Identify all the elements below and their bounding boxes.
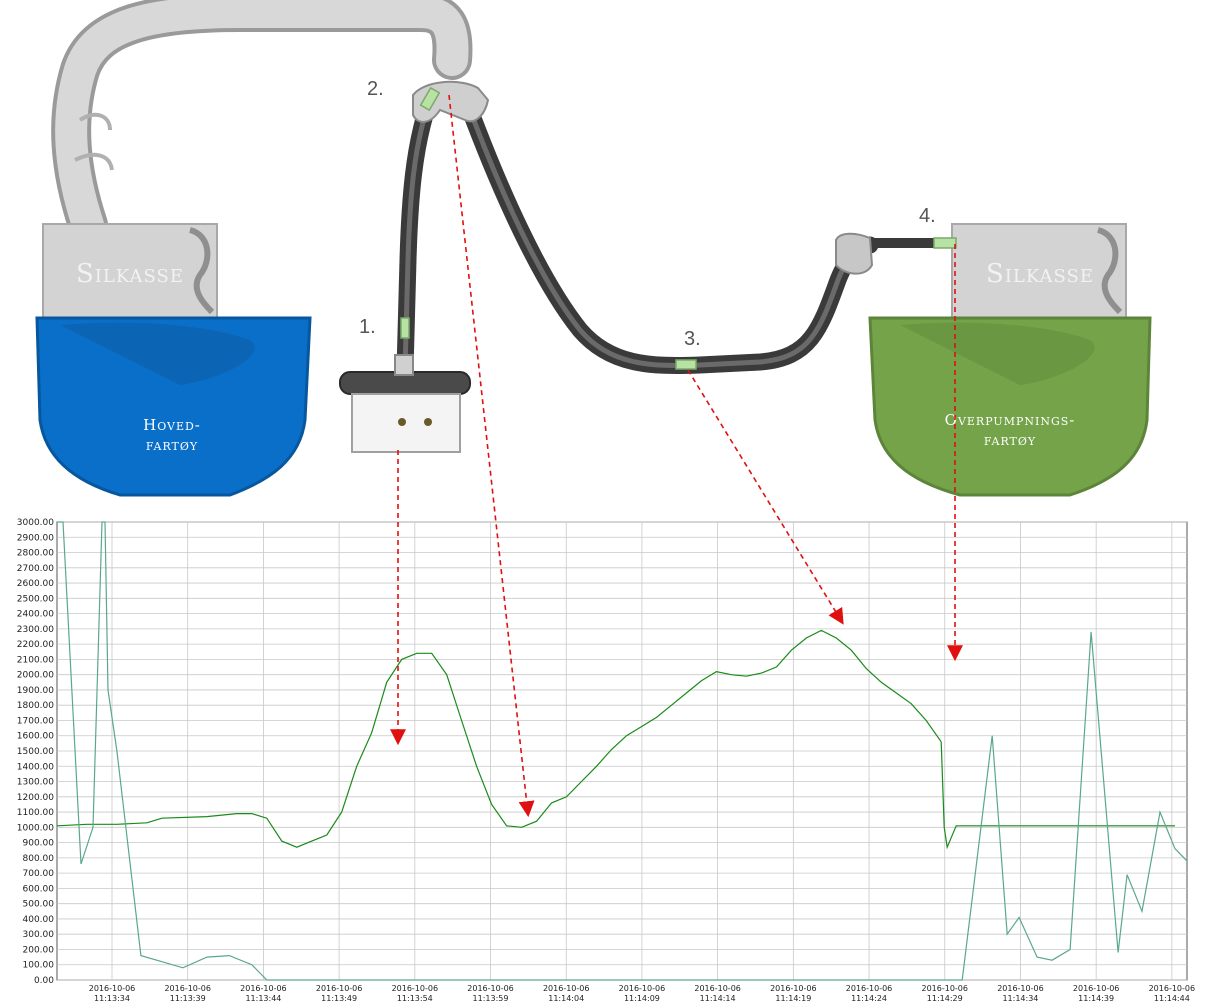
y-tick-label: 200.00	[23, 945, 55, 955]
x-tick-date: 2016-10-06	[1073, 984, 1120, 993]
y-tick-label: 2300.00	[17, 625, 54, 635]
series-line-0	[56, 629, 942, 848]
y-tick-label: 2200.00	[17, 640, 54, 650]
arrow-2	[448, 94, 535, 818]
x-tick-time: 11:14:24	[851, 994, 887, 1003]
sensor-2	[419, 86, 441, 112]
y-tick-label: 0.00	[34, 976, 54, 986]
x-tick-time: 11:13:44	[245, 994, 281, 1003]
silkasse-label-right: Silkasse	[986, 259, 1094, 289]
x-tick-time: 11:14:19	[775, 994, 811, 1003]
y-tick-label: 1300.00	[17, 778, 54, 788]
arrows	[390, 94, 963, 818]
chart-plot-area	[56, 521, 1188, 981]
marker-3: 3.	[684, 328, 701, 350]
series-line-2	[57, 521, 942, 981]
x-tick-time: 11:14:44	[1154, 994, 1190, 1003]
y-tick-label: 100.00	[23, 961, 55, 971]
x-tick-date: 2016-10-06	[316, 984, 363, 993]
vessel-right-label-line1: Overpumpnings-	[945, 411, 1076, 429]
x-tick-date: 2016-10-06	[89, 984, 136, 993]
x-tick-date: 2016-10-06	[694, 984, 741, 993]
y-tick-label: 700.00	[23, 869, 55, 879]
sensor-1	[400, 317, 410, 339]
y-tick-label: 2500.00	[17, 594, 54, 604]
vessel-left: Hoved- fartøy	[35, 316, 312, 497]
y-tick-label: 3000.00	[17, 518, 54, 528]
arrow-3	[687, 369, 844, 625]
y-tick-label: 1200.00	[17, 793, 54, 803]
x-tick-time: 11:14:09	[624, 994, 660, 1003]
silkasse-label-left: Silkasse	[76, 259, 184, 289]
y-tick-label: 1900.00	[17, 686, 54, 696]
y-tick-label: 2700.00	[17, 564, 54, 574]
x-tick-date: 2016-10-06	[467, 984, 514, 993]
y-tick-label: 2900.00	[17, 533, 54, 543]
series-line-3	[941, 631, 1188, 981]
y-tick-label: 1000.00	[17, 823, 54, 833]
y-tick-label: 1500.00	[17, 747, 54, 757]
vessel-right-label-line2: fartøy	[984, 431, 1036, 449]
y-tick-label: 1400.00	[17, 762, 54, 772]
x-tick-time: 11:14:39	[1078, 994, 1114, 1003]
y-tick-label: 2400.00	[17, 610, 54, 620]
x-tick-date: 2016-10-06	[392, 984, 439, 993]
hose	[396, 80, 955, 379]
y-tick-label: 1600.00	[17, 732, 54, 742]
vessel-right: Overpumpnings- fartøy	[868, 316, 1152, 497]
silkasse-box-left: Silkasse	[42, 223, 218, 319]
vessel-left-label-line2: fartøy	[146, 436, 198, 454]
vessel-left-label-line1: Hoved-	[143, 416, 201, 434]
y-tick-label: 600.00	[23, 884, 55, 894]
subsea-unit	[339, 354, 471, 453]
y-tick-label: 800.00	[23, 854, 55, 864]
chart-axis-ticks: 3000.00 2900.00 2800.00 2700.00 2600.00 2500.…	[17, 518, 1195, 1003]
x-tick-date: 2016-10-06	[921, 984, 968, 993]
y-tick-label: 1800.00	[17, 701, 54, 711]
x-tick-time: 11:13:49	[321, 994, 357, 1003]
x-tick-date: 2016-10-06	[997, 984, 1044, 993]
marker-2: 2.	[367, 78, 384, 100]
marker-1: 1.	[359, 316, 376, 338]
y-tick-label: 1100.00	[17, 808, 54, 818]
x-tick-time: 11:14:34	[1002, 994, 1038, 1003]
x-tick-date: 2016-10-06	[619, 984, 666, 993]
y-tick-label: 500.00	[23, 900, 55, 910]
x-tick-time: 11:13:34	[94, 994, 130, 1003]
y-tick-label: 400.00	[23, 915, 55, 925]
y-tick-label: 1700.00	[17, 716, 54, 726]
x-tick-date: 2016-10-06	[846, 984, 893, 993]
y-tick-label: 300.00	[23, 930, 55, 940]
silkasse-box-right: Silkasse	[951, 223, 1127, 319]
series-line-1	[940, 741, 1175, 850]
sensors	[400, 86, 957, 370]
x-tick-date: 2016-10-06	[1149, 984, 1196, 993]
x-tick-time: 11:14:29	[927, 994, 963, 1003]
x-tick-date: 2016-10-06	[164, 984, 211, 993]
x-tick-time: 11:13:39	[170, 994, 206, 1003]
x-tick-date: 2016-10-06	[770, 984, 817, 993]
x-tick-time: 11:14:14	[700, 994, 736, 1003]
sensor-3	[675, 359, 697, 370]
y-tick-label: 2600.00	[17, 579, 54, 589]
y-tick-label: 2000.00	[17, 671, 54, 681]
sensor-4	[933, 237, 957, 249]
y-tick-label: 2100.00	[17, 655, 54, 665]
y-tick-label: 2800.00	[17, 549, 54, 559]
y-tick-label: 900.00	[23, 839, 55, 849]
x-tick-time: 11:14:04	[548, 994, 584, 1003]
chart-series	[56, 521, 1188, 981]
x-tick-time: 11:13:59	[473, 994, 509, 1003]
x-tick-time: 11:13:54	[397, 994, 433, 1003]
marker-4: 4.	[919, 205, 936, 227]
x-tick-date: 2016-10-06	[543, 984, 590, 993]
loading-arm-left	[51, 0, 473, 245]
x-tick-date: 2016-10-06	[240, 984, 287, 993]
